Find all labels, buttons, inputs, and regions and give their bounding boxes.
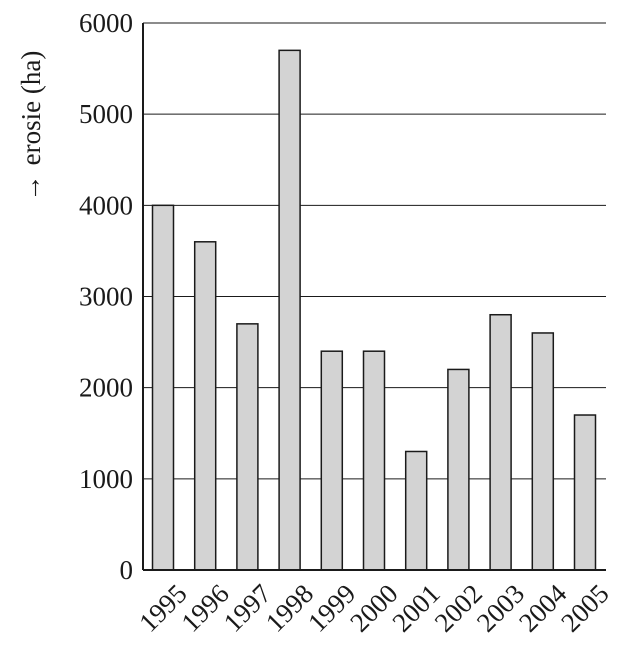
bar-1999	[320, 350, 344, 571]
bar-1998	[278, 49, 301, 571]
x-tick-labels: 1995199619971998199920002001200220032004…	[133, 578, 614, 638]
bar-2003	[489, 313, 512, 571]
y-tick-label: 1000	[79, 464, 133, 494]
bar-2000	[362, 350, 386, 571]
y-tick-label: 3000	[79, 282, 133, 312]
y-tick-label: 5000	[79, 99, 133, 129]
y-axis-label: erosie (ha)	[16, 51, 46, 166]
bar-1995	[151, 204, 175, 571]
bar-1997	[236, 323, 259, 571]
bar-2004	[531, 332, 555, 571]
gridlines	[143, 22, 606, 480]
y-tick-label: 6000	[79, 8, 133, 38]
y-axis-arrow-icon: →	[16, 175, 46, 202]
y-tick-labels: 0 1000 2000 3000 4000 5000 6000	[79, 8, 133, 585]
bar-1996	[193, 241, 217, 571]
y-tick-label: 0	[120, 555, 134, 585]
bar-2002	[447, 368, 470, 571]
y-axis-title: → erosie (ha)	[16, 51, 46, 202]
bar-2005	[573, 414, 597, 571]
x-tick-label: 2005	[555, 578, 614, 637]
y-tick-label: 2000	[79, 373, 133, 403]
bars	[151, 49, 597, 571]
bar-2001	[404, 450, 428, 571]
y-tick-label: 4000	[79, 190, 133, 220]
